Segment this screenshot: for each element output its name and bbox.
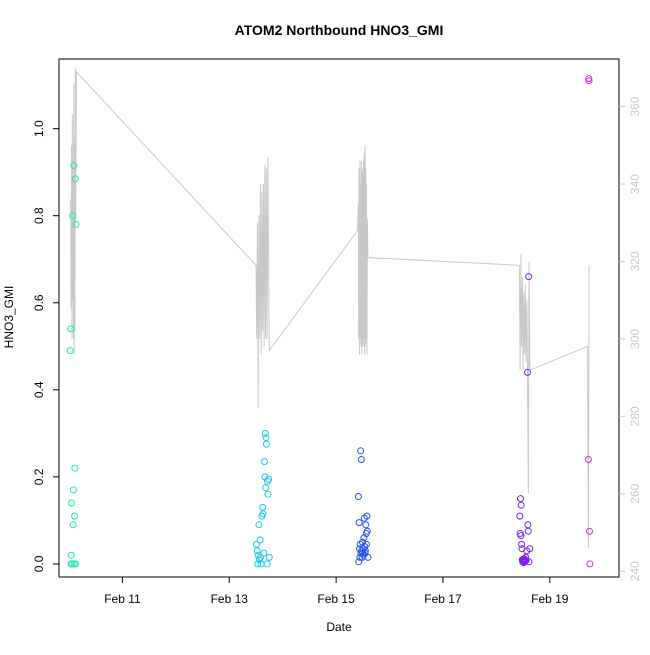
data-point xyxy=(71,512,79,520)
data-point xyxy=(363,512,371,520)
data-point xyxy=(262,440,270,448)
data-point xyxy=(67,551,75,559)
data-point xyxy=(66,347,74,355)
data-point xyxy=(263,560,271,568)
y2-tick-label: 240 xyxy=(628,561,642,581)
y2-tick-label: 260 xyxy=(628,483,642,503)
plot-frame xyxy=(58,58,620,578)
data-point xyxy=(256,553,264,561)
data-point xyxy=(524,521,532,529)
data-point xyxy=(72,560,80,568)
y-tick-label: 0.6 xyxy=(32,294,46,311)
data-point xyxy=(525,273,533,281)
y2-tick-label: 340 xyxy=(628,174,642,194)
data-point xyxy=(262,434,270,442)
y2-tick-label: 360 xyxy=(628,96,642,116)
data-point xyxy=(361,543,369,550)
data-point xyxy=(521,557,529,565)
data-point xyxy=(516,512,524,520)
x-tick-label: Feb 13 xyxy=(211,592,249,606)
data-point xyxy=(360,551,368,559)
y2-tick-label: 300 xyxy=(628,329,642,349)
data-point xyxy=(524,527,532,535)
y-tick-label: 0.4 xyxy=(32,381,46,398)
data-point xyxy=(255,521,263,529)
data-point xyxy=(259,510,267,518)
data-point xyxy=(68,560,76,568)
data-point xyxy=(252,540,260,548)
x-tick-label: Feb 11 xyxy=(104,592,141,606)
data-point xyxy=(70,486,77,494)
data-point xyxy=(586,527,593,535)
data-point xyxy=(354,493,362,500)
x-tick-label: Feb 15 xyxy=(317,592,355,606)
data-point xyxy=(585,77,593,85)
x-tick-label: Feb 19 xyxy=(531,592,569,606)
data-point xyxy=(69,521,77,529)
data-point xyxy=(517,532,525,540)
chart-title: ATOM2 Northbound HNO3_GMI xyxy=(235,22,444,38)
data-point xyxy=(265,475,273,483)
data-point xyxy=(522,553,530,561)
data-point xyxy=(359,538,366,546)
data-point xyxy=(355,558,363,566)
data-point xyxy=(254,560,262,568)
data-point xyxy=(357,456,365,463)
y-tick-label: 1.0 xyxy=(32,120,46,137)
data-point xyxy=(364,553,372,561)
data-point xyxy=(253,547,261,555)
data-point xyxy=(517,495,524,503)
data-point xyxy=(586,560,594,568)
data-point xyxy=(264,490,272,498)
y-tick-label: 0.8 xyxy=(32,207,46,224)
y-tick-label: 0.0 xyxy=(32,555,46,572)
y2-tick-label: 320 xyxy=(628,251,642,271)
y2-tick-label: 280 xyxy=(628,406,642,426)
data-point xyxy=(68,499,76,507)
data-point xyxy=(67,325,75,333)
data-point xyxy=(362,521,370,529)
y-tick-label: 0.2 xyxy=(32,468,46,485)
data-point xyxy=(525,558,533,566)
data-point xyxy=(584,456,592,463)
data-point xyxy=(518,540,526,548)
data-point xyxy=(261,429,269,437)
data-point xyxy=(256,536,264,544)
data-point xyxy=(262,484,270,492)
x-tick-label: Feb 17 xyxy=(424,592,462,606)
data-point xyxy=(71,175,79,183)
data-point xyxy=(70,162,78,170)
y-axis-label: HNO3_GMI xyxy=(2,286,16,349)
data-point xyxy=(265,553,273,561)
data-point xyxy=(261,458,268,466)
data-point xyxy=(69,212,77,220)
data-point xyxy=(526,545,534,553)
data-point xyxy=(71,464,79,472)
data-point xyxy=(524,368,531,376)
x-axis-label: Date xyxy=(326,620,352,634)
data-point xyxy=(517,501,525,509)
data-point xyxy=(72,220,80,228)
data-point xyxy=(355,519,363,527)
data-point xyxy=(363,540,370,548)
data-point xyxy=(259,503,267,511)
secondary-series-line xyxy=(69,67,590,549)
data-point xyxy=(260,549,268,557)
data-point xyxy=(357,447,365,455)
data-point xyxy=(361,547,369,555)
data-point xyxy=(363,527,371,535)
